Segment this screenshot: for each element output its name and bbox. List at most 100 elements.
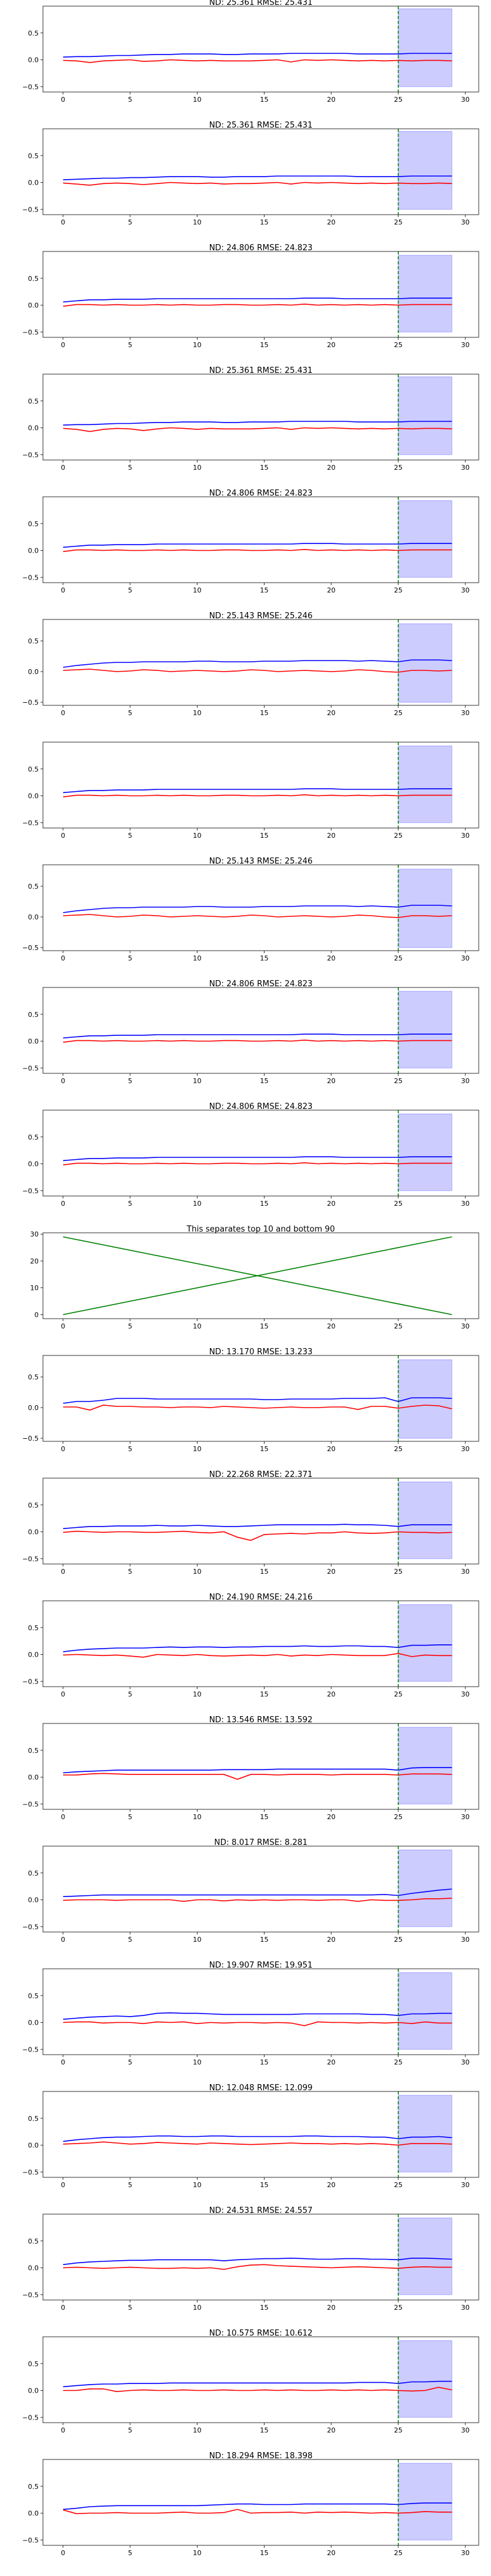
x-tick-label: 10 <box>193 1077 201 1085</box>
axes-frame <box>42 864 479 951</box>
x-tick-label: 10 <box>193 341 201 349</box>
x-tick-label: 15 <box>260 464 268 472</box>
chart-panel-19: ND: 24.531 RMSE: 24.557 0 5 10 15 20 25 30 −0.5 0… <box>22 2206 479 2312</box>
x-tick-label: 20 <box>327 218 336 226</box>
x-tick-label: 30 <box>461 1322 470 1330</box>
x-tick-label: 15 <box>260 832 268 840</box>
y-tick-label: 0.0 <box>28 1038 39 1046</box>
x-tick-label: 30 <box>461 954 470 962</box>
x-tick-label: 25 <box>394 1568 403 1576</box>
forecast-band <box>398 8 452 87</box>
y-tick-label: 0.0 <box>28 179 39 187</box>
x-tick-label: 10 <box>193 2304 201 2312</box>
y-tick-label: 0.5 <box>28 1133 39 1141</box>
x-tick-label: 25 <box>394 2181 403 2189</box>
chart-title: This separates top 10 and bottom 90 <box>186 1225 334 1234</box>
x-tick-label: 25 <box>394 2058 403 2066</box>
axes-frame <box>42 1110 479 1197</box>
x-tick-label: 25 <box>394 1936 403 1944</box>
y-tick-label: 0.5 <box>28 1501 39 1509</box>
y-tick-label: −0.5 <box>22 1555 39 1563</box>
chart-panel-8: ND: 25.143 RMSE: 25.246 0 5 10 15 20 25 30 −0.5 0… <box>22 857 479 962</box>
x-tick-label: 5 <box>128 1200 133 1208</box>
y-tick-label: 0.5 <box>28 1869 39 1877</box>
y-tick-label: −0.5 <box>22 573 39 581</box>
chart-title: ND: 24.806 RMSE: 24.823 <box>209 243 313 253</box>
forecast-band <box>398 255 452 332</box>
axes-frame <box>42 1600 479 1687</box>
chart-title: ND: 13.546 RMSE: 13.592 <box>209 1715 313 1725</box>
actual-line <box>63 1773 452 1780</box>
y-tick-label: 0.0 <box>28 56 39 64</box>
chart-title: ND: 24.531 RMSE: 24.557 <box>209 2206 313 2215</box>
forecast-band <box>398 1849 452 1927</box>
x-tick-label: 10 <box>193 1322 201 1330</box>
y-tick-label: −0.5 <box>22 1435 39 1443</box>
x-tick-label: 5 <box>128 2058 133 2066</box>
y-tick-label: 0.0 <box>28 792 39 800</box>
x-tick-label: 5 <box>128 1077 133 1085</box>
x-tick-label: 30 <box>461 464 470 472</box>
actual-line <box>63 1652 452 1658</box>
x-tick-label: 0 <box>61 2058 65 2066</box>
y-tick-label: −0.5 <box>22 2168 39 2176</box>
y-tick-label: 0.0 <box>28 2019 39 2027</box>
forecast-band <box>398 1727 452 1804</box>
y-tick-label: 10 <box>30 1284 39 1292</box>
chart-title: ND: 8.017 RMSE: 8.281 <box>214 1838 307 1847</box>
x-tick-label: 0 <box>61 96 65 104</box>
x-tick-label: 30 <box>461 1813 470 1821</box>
x-tick-label: 25 <box>394 2426 403 2434</box>
actual-line <box>63 1039 452 1043</box>
prediction-line <box>63 1767 452 1774</box>
y-tick-label: −0.5 <box>22 1064 39 1072</box>
x-tick-label: 20 <box>327 586 336 594</box>
chart-title: ND: 24.806 RMSE: 24.823 <box>209 489 313 498</box>
x-tick-label: 10 <box>193 709 201 717</box>
axes-frame <box>42 374 479 461</box>
x-tick-label: 0 <box>61 1200 65 1208</box>
axes-frame <box>42 1232 479 1319</box>
chart-panel-4: ND: 25.361 RMSE: 25.431 0 5 10 15 20 25 30 −0.5 0… <box>22 366 479 472</box>
x-tick-label: 10 <box>193 1690 201 1698</box>
y-tick-label: 0.0 <box>28 1896 39 1904</box>
forecast-band <box>398 2340 452 2418</box>
y-tick-label: −0.5 <box>22 1923 39 1931</box>
x-tick-label: 0 <box>61 464 65 472</box>
x-tick-label: 10 <box>193 1813 201 1821</box>
y-tick-label: 0.0 <box>28 913 39 921</box>
x-tick-label: 20 <box>327 1322 336 1330</box>
chart-panel-15: ND: 13.546 RMSE: 13.592 0 5 10 15 20 25 30 −0.5 0… <box>22 1715 479 1821</box>
x-tick-label: 15 <box>260 218 268 226</box>
actual-line <box>63 2021 452 2026</box>
y-tick-label: −0.5 <box>22 205 39 213</box>
forecast-band <box>398 1481 452 1559</box>
chart-panel-1: ND: 25.361 RMSE: 25.431 0 5 10 15 20 25 30 −0.5 0… <box>22 0 479 104</box>
x-tick-label: 5 <box>128 586 133 594</box>
chart-title: ND: 25.143 RMSE: 25.246 <box>209 857 313 866</box>
actual-line <box>63 182 452 186</box>
x-tick-label: 20 <box>327 832 336 840</box>
forecast-band <box>398 2463 452 2540</box>
x-tick-label: 10 <box>193 832 201 840</box>
y-tick-label: 0.5 <box>28 1624 39 1632</box>
x-tick-label: 5 <box>128 2549 133 2557</box>
x-tick-label: 30 <box>461 586 470 594</box>
y-tick-label: 0.5 <box>28 1992 39 2000</box>
chart-panel-17: ND: 19.907 RMSE: 19.951 0 5 10 15 20 25 30 −0.5 0… <box>22 1961 479 2066</box>
y-tick-label: 0.0 <box>28 424 39 432</box>
x-tick-label: 25 <box>394 2304 403 2312</box>
chart-panel-20: ND: 10.575 RMSE: 10.612 0 5 10 15 20 25 30 −0.5 0… <box>22 2329 479 2434</box>
chart-title: ND: 13.170 RMSE: 13.233 <box>209 1347 313 1357</box>
x-tick-label: 30 <box>461 341 470 349</box>
actual-line <box>63 2264 452 2270</box>
x-tick-label: 20 <box>327 1813 336 1821</box>
prediction-line <box>63 2012 452 2020</box>
y-tick-label: 0.5 <box>28 2115 39 2123</box>
y-tick-label: −0.5 <box>22 451 39 459</box>
axes-frame <box>42 496 479 583</box>
x-tick-label: 25 <box>394 2549 403 2557</box>
x-tick-label: 15 <box>260 1077 268 1085</box>
y-tick-label: 0.0 <box>28 668 39 676</box>
